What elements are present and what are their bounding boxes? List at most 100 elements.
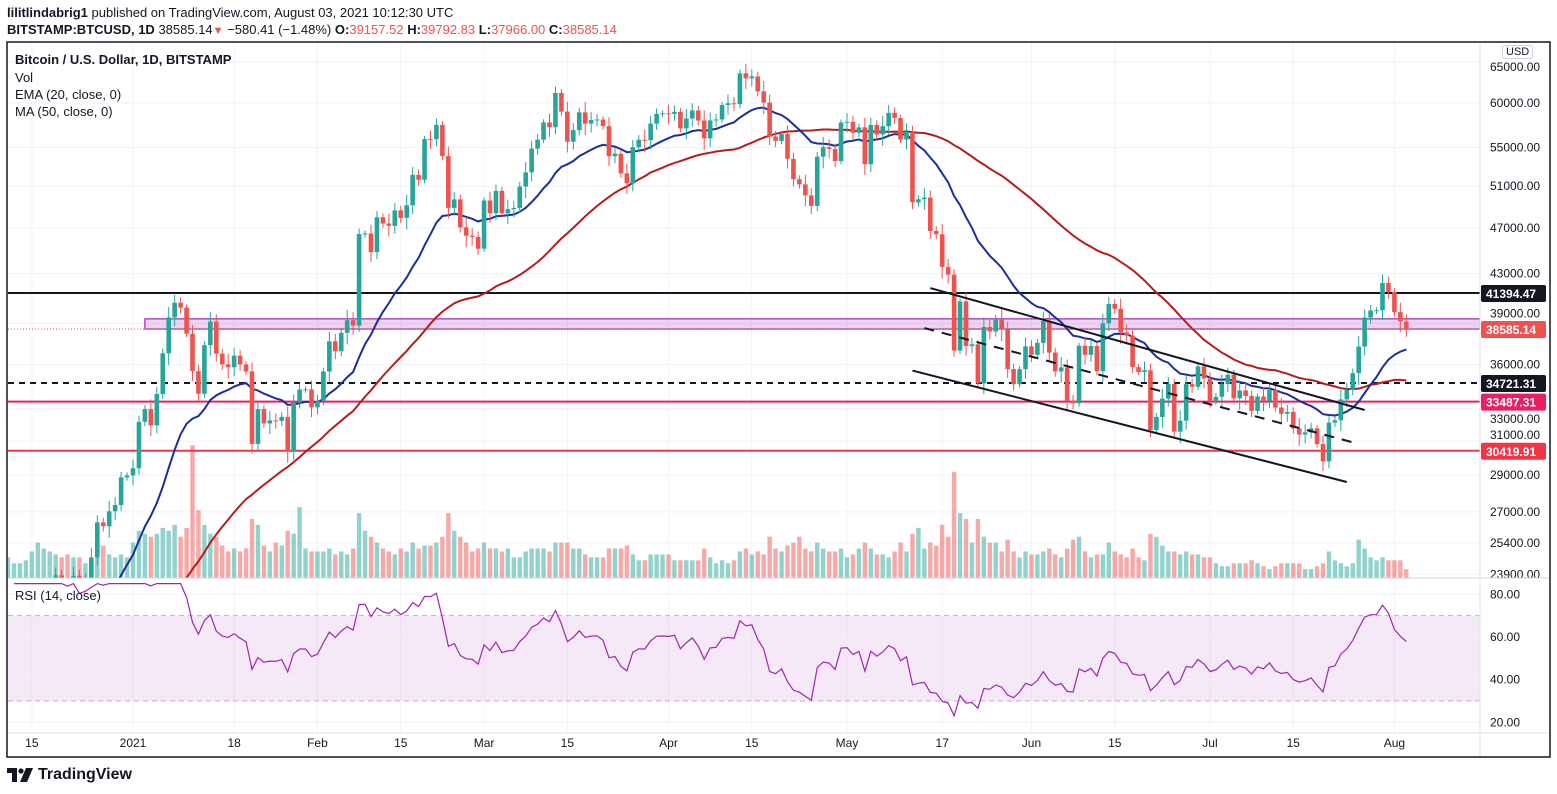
candle-body xyxy=(832,149,838,162)
candle-body xyxy=(1035,342,1040,355)
candle-body xyxy=(487,200,493,214)
volume-bar xyxy=(345,554,350,578)
candle-body xyxy=(83,577,88,578)
volume-bar xyxy=(1231,563,1236,578)
price-tick-label: 51000.00 xyxy=(1490,179,1540,193)
volume-bar xyxy=(975,519,981,578)
volume-bar xyxy=(1094,554,1100,578)
author-link[interactable]: lilitlindabrig1 xyxy=(7,5,88,20)
candle-body xyxy=(523,172,528,187)
candle-body xyxy=(809,195,814,206)
volume-bar xyxy=(59,557,64,578)
tradingview-logo-icon xyxy=(7,768,33,782)
candle-body xyxy=(1249,395,1254,411)
volume-bar xyxy=(148,536,154,578)
volume-bar xyxy=(1160,545,1165,578)
volume-bar xyxy=(1172,551,1177,578)
legend-title: Bitcoin / U.S. Dollar, 1D, BITSTAMP xyxy=(15,52,232,67)
candle-body xyxy=(672,111,677,114)
volume-bar xyxy=(231,548,237,578)
volume-bar xyxy=(327,548,332,578)
trendlines[interactable] xyxy=(912,287,1365,483)
candle-body xyxy=(1029,346,1034,355)
price-tick-label: 33000.00 xyxy=(1490,412,1540,426)
volume-bar xyxy=(928,542,933,578)
volume-bar xyxy=(844,557,850,578)
candle-body xyxy=(1398,312,1403,322)
candle-body xyxy=(642,139,647,141)
volume-bar xyxy=(838,548,844,578)
candle-body xyxy=(1350,373,1356,390)
time-tick-label: May xyxy=(836,736,859,750)
candle-body xyxy=(743,73,749,79)
volume-bar xyxy=(101,545,106,578)
candle-body xyxy=(707,120,713,139)
volume-bar xyxy=(1219,566,1225,578)
volume-bar xyxy=(856,548,862,578)
volume-bar xyxy=(1332,560,1338,578)
candle-body xyxy=(868,124,874,165)
price-label-badge xyxy=(1481,442,1546,460)
volume-bar xyxy=(398,548,403,578)
volume-bar xyxy=(1285,563,1290,578)
candle-body xyxy=(77,575,82,578)
candle-body xyxy=(981,326,987,384)
candle-body xyxy=(279,416,285,421)
time-tick-label: Jul xyxy=(1202,736,1217,750)
candle-body xyxy=(475,236,481,249)
volume-bar xyxy=(523,551,528,578)
volume-bar xyxy=(868,548,873,578)
candle-body xyxy=(404,205,409,218)
volume-bar xyxy=(755,551,760,578)
legend-vol[interactable]: Vol xyxy=(15,70,34,85)
tradingview-logo[interactable]: TradingView xyxy=(7,766,132,784)
candle-body xyxy=(1201,366,1207,379)
candle-body xyxy=(172,302,177,318)
rsi-line xyxy=(14,582,1407,718)
candle-body xyxy=(499,190,505,214)
currency-badge[interactable]: USD xyxy=(1502,45,1534,59)
legend-rsi[interactable]: RSI (14, close) xyxy=(15,588,101,603)
publish-text: published on TradingView.com, August 03,… xyxy=(87,5,454,20)
candle-body xyxy=(618,153,624,174)
candle-body xyxy=(386,223,392,226)
volume-bar xyxy=(666,554,671,578)
time-tick-label: 2021 xyxy=(120,736,147,750)
volume-bar xyxy=(53,554,58,578)
candle-body xyxy=(1142,370,1147,372)
candle-body xyxy=(1166,383,1171,399)
legend-ema[interactable]: EMA (20, close, 0) xyxy=(15,87,122,102)
volume-bar xyxy=(821,548,826,578)
volume-bar xyxy=(559,542,564,578)
volume-bar xyxy=(404,551,409,578)
volume-bar xyxy=(737,551,743,578)
candle-body xyxy=(1041,321,1046,343)
candle-body xyxy=(1011,369,1016,385)
candle-body xyxy=(59,575,64,578)
volume-bar xyxy=(190,445,195,578)
candle-body xyxy=(118,477,124,506)
legend-ma[interactable]: MA (50, close, 0) xyxy=(15,104,113,119)
volume-bar xyxy=(130,542,136,578)
price-tick-label: 55000.00 xyxy=(1490,141,1540,155)
volume-bar xyxy=(785,545,790,578)
candle-body xyxy=(1285,411,1290,414)
volume-bar xyxy=(422,545,427,578)
volume-bar xyxy=(1279,563,1284,578)
volume-bar xyxy=(267,551,273,578)
volume-bar xyxy=(910,533,915,578)
volume-bar xyxy=(1064,548,1070,578)
volume-bar xyxy=(11,563,17,578)
candle-body xyxy=(416,174,421,180)
volume-bar xyxy=(1023,551,1028,578)
volume-bar xyxy=(743,548,749,578)
candle-body xyxy=(142,409,148,422)
candle-body xyxy=(327,341,332,372)
candle-body xyxy=(856,127,862,133)
candle-body xyxy=(963,301,969,347)
volume-bar xyxy=(458,536,463,578)
candle-body xyxy=(457,199,463,228)
candle-body xyxy=(1392,291,1397,313)
candle-body xyxy=(1130,335,1135,368)
